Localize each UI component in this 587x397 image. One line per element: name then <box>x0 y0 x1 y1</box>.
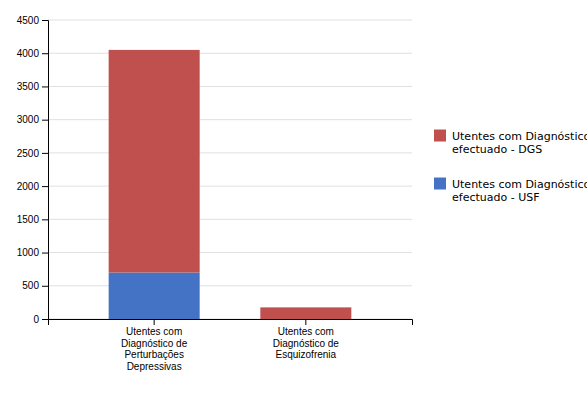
x-tick-label: Utentes comDiagnóstico deEsquizofrenia <box>273 326 340 360</box>
legend: Utentes com Diagnósticoefectuado - DGSUt… <box>434 130 587 204</box>
y-tick-mark <box>42 253 48 254</box>
grid-line <box>48 219 412 220</box>
y-tick-label: 4500 <box>17 15 40 26</box>
y-tick-label: 3000 <box>17 114 40 125</box>
grid-line <box>48 152 412 153</box>
legend-item: Utentes com Diagnósticoefectuado - USF <box>434 178 587 204</box>
x-axis-line <box>49 320 413 326</box>
y-tick-mark <box>42 219 48 220</box>
series <box>109 272 200 319</box>
series <box>109 50 352 319</box>
legend-swatch <box>434 178 446 190</box>
grid-line <box>48 53 412 54</box>
legend-label-line: Utentes com Diagnóstico <box>452 130 587 143</box>
y-tick: 1500 <box>17 214 48 225</box>
x-tick-label-line: Diagnóstico de <box>273 338 340 349</box>
y-tick-mark <box>42 53 48 54</box>
bars <box>109 50 352 319</box>
y-tick: 1000 <box>17 247 48 258</box>
grid-line <box>48 119 412 120</box>
grid-line <box>48 186 412 187</box>
x-tick-label-line: Depressivas <box>127 361 182 372</box>
x-tick-label-line: Utentes com <box>126 326 182 337</box>
x-tick-label-line: Esquizofrenia <box>276 349 337 360</box>
legend-label-line: efectuado - USF <box>452 191 540 204</box>
y-tick-label: 2500 <box>17 148 40 159</box>
y-tick-mark <box>42 120 48 121</box>
y-axis: 0 500 1000 1500 2000 2500 3000 3500 4000 4500 <box>17 15 49 325</box>
y-tick-mark <box>42 20 48 21</box>
bar <box>109 50 200 273</box>
bar <box>260 307 351 319</box>
legend-item: Utentes com Diagnósticoefectuado - DGS <box>434 130 587 156</box>
y-tick-label: 500 <box>22 280 39 291</box>
y-tick-label: 3500 <box>17 81 40 92</box>
y-tick-mark <box>42 86 48 87</box>
grid-line <box>48 20 412 21</box>
y-axis-line <box>42 21 49 320</box>
y-tick-label: 0 <box>33 314 39 325</box>
x-tick: Utentes comDiagnóstico dePerturbaçõesDep… <box>121 319 188 372</box>
x-tick-label: Utentes comDiagnóstico dePerturbaçõesDep… <box>121 326 188 372</box>
y-tick-mark <box>42 186 48 187</box>
legend-label: Utentes com Diagnósticoefectuado - USF <box>452 178 587 204</box>
grid-line <box>48 252 412 253</box>
x-tick-mark <box>305 319 306 325</box>
legend-label-line: efectuado - DGS <box>452 143 542 156</box>
y-tick: 2000 <box>17 181 48 192</box>
y-tick-label: 1500 <box>17 214 40 225</box>
y-tick-label: 1000 <box>17 247 40 258</box>
legend-swatch <box>434 130 446 142</box>
y-tick-mark <box>42 319 48 320</box>
y-tick: 2500 <box>17 148 48 159</box>
legend-label-line: Utentes com Diagnóstico <box>452 178 587 191</box>
y-tick: 4500 <box>17 15 48 26</box>
bar <box>109 272 200 319</box>
y-tick-label: 2000 <box>17 181 40 192</box>
x-tick-mark <box>154 319 155 325</box>
x-tick-label-line: Diagnóstico de <box>121 338 188 349</box>
y-tick: 500 <box>22 280 48 291</box>
y-tick: 4000 <box>17 48 48 59</box>
grid-line <box>48 86 412 87</box>
x-tick: Utentes comDiagnóstico deEsquizofrenia <box>273 319 340 360</box>
x-tick-label-line: Utentes com <box>278 326 334 337</box>
y-tick-label: 4000 <box>17 48 40 59</box>
x-axis: Utentes comDiagnóstico dePerturbaçõesDep… <box>49 319 413 372</box>
y-tick-mark <box>42 286 48 287</box>
y-tick: 0 <box>33 314 48 325</box>
grid <box>48 20 412 319</box>
y-tick-mark <box>42 153 48 154</box>
grid-line <box>48 285 412 286</box>
legend-label: Utentes com Diagnósticoefectuado - DGS <box>452 130 587 156</box>
chart: 0 500 1000 1500 2000 2500 3000 3500 4000 4500 Uten… <box>0 0 587 397</box>
plot: 0 500 1000 1500 2000 2500 3000 3500 4000 4500 Uten… <box>17 15 413 372</box>
y-tick: 3000 <box>17 114 48 125</box>
y-tick: 3500 <box>17 81 48 92</box>
x-tick-label-line: Perturbações <box>124 349 183 360</box>
